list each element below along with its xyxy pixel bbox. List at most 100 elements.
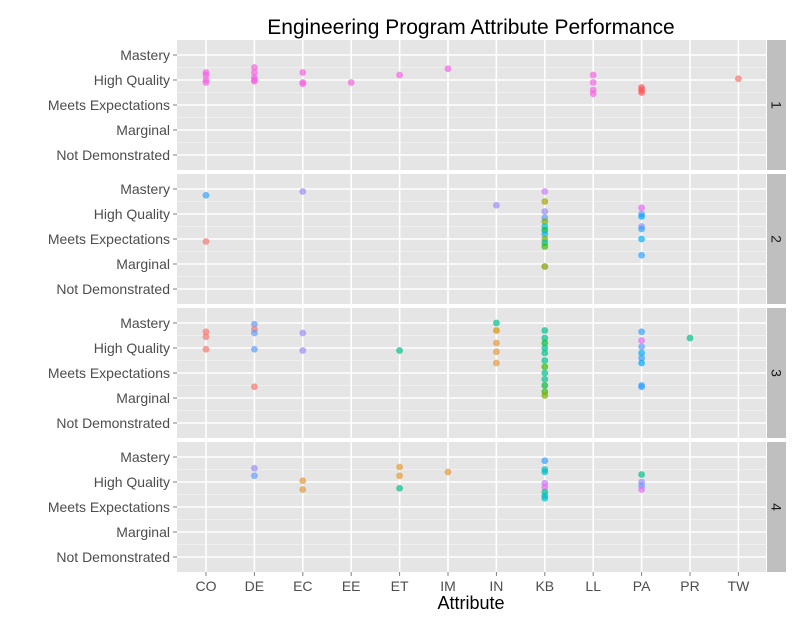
data-point — [396, 463, 403, 471]
data-point — [541, 263, 549, 270]
data-point — [396, 472, 403, 480]
data-point — [589, 79, 597, 86]
facet-panel-2: Not Demonstrated Marginal Meets Expectatio… — [48, 174, 786, 304]
data-point — [541, 375, 549, 383]
data-point — [396, 347, 403, 354]
data-point — [638, 204, 645, 212]
y-tick-label: Mastery — [120, 47, 170, 63]
facet-strip-label: 3 — [769, 369, 785, 377]
data-point — [638, 354, 645, 362]
data-point — [541, 334, 549, 342]
data-point — [541, 494, 549, 502]
data-point — [541, 369, 549, 377]
y-tick-label: Marginal — [116, 122, 170, 138]
facet-panel-3: Not Demonstrated Marginal Meets Expectatio… — [48, 308, 786, 438]
data-point — [251, 345, 258, 353]
data-point — [638, 359, 645, 367]
data-point — [541, 208, 549, 215]
data-point — [251, 64, 258, 71]
y-tick-label: Marginal — [116, 256, 170, 272]
facet-strip-label: 4 — [769, 503, 785, 511]
data-point — [202, 79, 210, 86]
x-tick-label: KB — [535, 578, 554, 594]
data-point — [251, 77, 258, 85]
data-point — [638, 349, 645, 357]
data-point — [347, 79, 355, 86]
data-point — [299, 69, 307, 76]
data-point — [638, 343, 645, 351]
data-point — [638, 383, 645, 391]
data-point — [686, 334, 694, 342]
y-tick-label: High Quality — [94, 474, 170, 490]
facet-strip — [767, 308, 786, 438]
data-point — [638, 89, 645, 96]
data-point — [638, 337, 645, 344]
data-point — [396, 71, 403, 79]
y-tick-label: Not Demonstrated — [56, 549, 170, 565]
facet-panel-1: Not Demonstrated Marginal Meets Expectatio… — [48, 40, 786, 170]
y-tick-label: Not Demonstrated — [56, 281, 170, 297]
y-tick-label: Meets Expectations — [48, 97, 170, 113]
y-tick-label: Meets Expectations — [48, 365, 170, 381]
y-tick-label: Meets Expectations — [48, 231, 170, 247]
y-tick-label: Marginal — [116, 524, 170, 540]
data-point — [493, 339, 500, 347]
data-point — [638, 213, 645, 220]
x-tick-label: IN — [489, 578, 503, 594]
x-tick-label: PA — [633, 578, 651, 594]
data-point — [251, 69, 258, 76]
data-point — [251, 329, 258, 337]
y-tick-label: Meets Expectations — [48, 499, 170, 515]
data-point — [202, 191, 210, 199]
facet-strip — [767, 174, 786, 304]
y-tick-label: Mastery — [120, 181, 170, 197]
data-point — [396, 484, 403, 492]
data-point — [444, 65, 452, 73]
data-point — [299, 329, 307, 337]
facet-strip — [767, 40, 786, 170]
y-tick-label: Mastery — [120, 315, 170, 331]
x-tick-label: EC — [293, 578, 312, 594]
data-point — [589, 71, 597, 79]
data-point — [541, 188, 549, 195]
facet-panels: Not Demonstrated Marginal Meets Expectatio… — [48, 40, 786, 572]
data-point — [202, 71, 210, 79]
data-point — [541, 382, 549, 389]
data-point — [444, 468, 452, 476]
data-point — [541, 230, 549, 238]
data-point — [638, 471, 645, 478]
y-tick-label: High Quality — [94, 72, 170, 88]
data-point — [202, 328, 210, 336]
data-point — [299, 80, 307, 88]
y-tick-label: Mastery — [120, 449, 170, 465]
data-point — [541, 243, 549, 250]
data-point — [541, 468, 549, 476]
chart-title: Engineering Program Attribute Performanc… — [267, 16, 674, 39]
data-point — [202, 238, 210, 245]
data-point — [299, 347, 307, 354]
facet-strip-label: 1 — [769, 101, 785, 109]
x-tick-label: IM — [440, 578, 456, 594]
data-point — [493, 327, 500, 334]
data-point — [541, 198, 549, 205]
data-point — [638, 235, 645, 243]
data-point — [493, 319, 500, 327]
data-point — [202, 345, 210, 353]
data-point — [541, 363, 549, 371]
data-point — [493, 201, 500, 209]
x-tick-label: EE — [342, 578, 361, 594]
data-point — [299, 486, 307, 493]
data-point — [299, 188, 307, 195]
x-tick-label: TW — [728, 578, 751, 594]
data-point — [541, 349, 549, 357]
data-point — [638, 251, 645, 259]
data-point — [251, 383, 258, 391]
x-axis-ticks: CO DE EC EE ET IM IN KB LL PA PR TW — [196, 572, 751, 594]
y-tick-label: High Quality — [94, 340, 170, 356]
facet-panel-4: Not Demonstrated Marginal Meets Expectatio… — [48, 442, 786, 572]
data-point — [299, 477, 307, 485]
x-tick-label: CO — [196, 578, 217, 594]
data-point — [541, 392, 549, 399]
x-tick-label: PR — [680, 578, 699, 594]
